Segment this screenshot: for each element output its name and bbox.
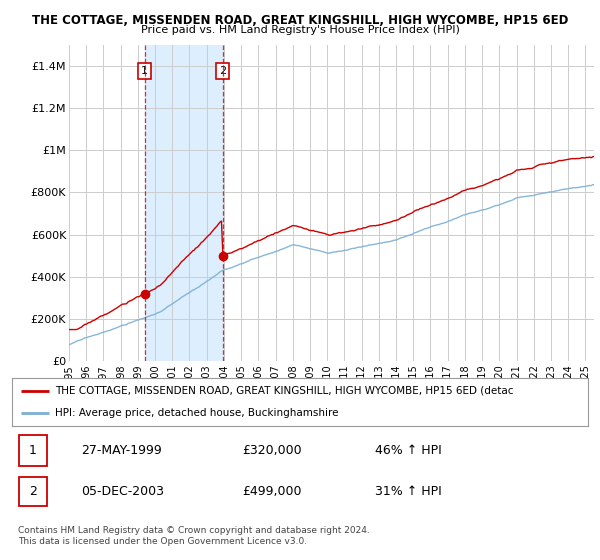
- Text: 2: 2: [29, 485, 37, 498]
- Text: Contains HM Land Registry data © Crown copyright and database right 2024.
This d: Contains HM Land Registry data © Crown c…: [18, 526, 370, 546]
- Text: £499,000: £499,000: [242, 485, 302, 498]
- FancyBboxPatch shape: [19, 477, 47, 506]
- Text: THE COTTAGE, MISSENDEN ROAD, GREAT KINGSHILL, HIGH WYCOMBE, HP15 6ED (detac: THE COTTAGE, MISSENDEN ROAD, GREAT KINGS…: [55, 386, 514, 396]
- Text: 31% ↑ HPI: 31% ↑ HPI: [375, 485, 442, 498]
- Text: £320,000: £320,000: [242, 444, 302, 457]
- Text: HPI: Average price, detached house, Buckinghamshire: HPI: Average price, detached house, Buck…: [55, 408, 338, 418]
- Text: 1: 1: [141, 66, 148, 76]
- Text: Price paid vs. HM Land Registry's House Price Index (HPI): Price paid vs. HM Land Registry's House …: [140, 25, 460, 35]
- Text: 27-MAY-1999: 27-MAY-1999: [81, 444, 162, 457]
- Text: 2: 2: [219, 66, 226, 76]
- Text: 46% ↑ HPI: 46% ↑ HPI: [375, 444, 442, 457]
- Text: 1: 1: [29, 444, 37, 457]
- Text: 05-DEC-2003: 05-DEC-2003: [81, 485, 164, 498]
- Bar: [145, 45, 223, 361]
- FancyBboxPatch shape: [19, 435, 47, 466]
- Text: THE COTTAGE, MISSENDEN ROAD, GREAT KINGSHILL, HIGH WYCOMBE, HP15 6ED: THE COTTAGE, MISSENDEN ROAD, GREAT KINGS…: [32, 14, 568, 27]
